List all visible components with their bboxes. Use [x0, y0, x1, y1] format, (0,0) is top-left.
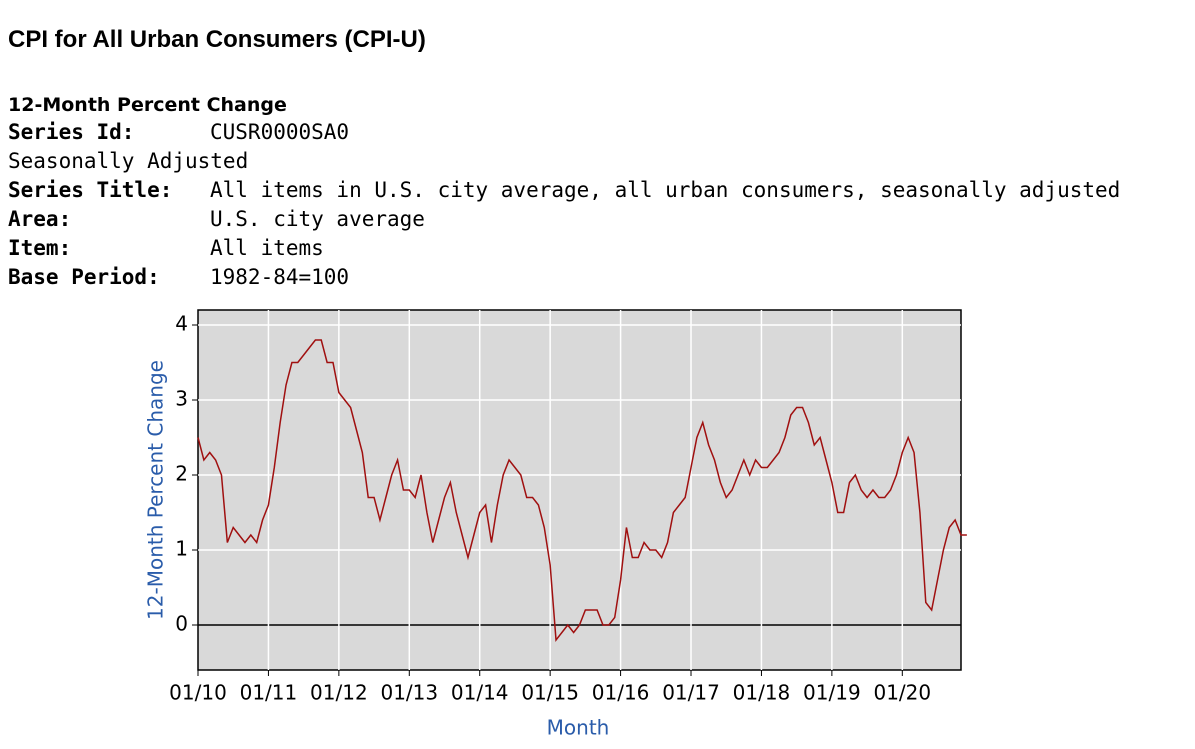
x-tick-label: 01/11 — [240, 681, 298, 705]
y-tick-label: 2 — [175, 462, 188, 486]
x-tick-label: 01/20 — [873, 681, 931, 705]
x-tick-label: 01/15 — [521, 681, 579, 705]
x-tick-label: 01/19 — [803, 681, 861, 705]
x-tick-label: 01/13 — [380, 681, 438, 705]
series-line — [197, 339, 967, 642]
field-text: Seasonally Adjusted — [8, 149, 249, 173]
x-tick-label: 01/12 — [310, 681, 368, 705]
x-axis-label: Month — [547, 716, 610, 740]
field-value: U.S. city average — [210, 207, 425, 231]
plot-area — [197, 309, 962, 671]
field-label: Item: — [8, 236, 72, 260]
field-row: Base Period: 1982-84=100 — [8, 263, 1120, 292]
field-value: 1982-84=100 — [210, 265, 350, 289]
title: CPI for All Urban Consumers (CPI-U) — [8, 26, 426, 53]
y-tick-label: 3 — [175, 387, 188, 411]
field-row: Item: All items — [8, 234, 1120, 263]
x-tick-label: 01/18 — [733, 681, 791, 705]
fields: Series Id: CUSR0000SA0 Seasonally Adjusted… — [8, 118, 1120, 292]
y-tick-label: 4 — [175, 312, 188, 336]
field-row: Area: U.S. city average — [8, 205, 1120, 234]
field-label: Series Id: — [8, 120, 135, 144]
x-tick-label: 01/16 — [592, 681, 650, 705]
field-value: All items in U.S. city average, all urba… — [210, 178, 1121, 202]
field-row: Series Id: CUSR0000SA0 — [8, 118, 1120, 147]
field-value: All items — [210, 236, 324, 260]
x-tick-label: 01/17 — [662, 681, 720, 705]
x-tick-label: 01/10 — [169, 681, 227, 705]
field-label: Series Title: — [8, 178, 173, 202]
y-tick-label: 1 — [175, 537, 188, 561]
y-axis-label: 12-Month Percent Change — [144, 360, 168, 620]
y-tick-label: 0 — [175, 612, 188, 636]
subtitle: 12-Month Percent Change — [8, 94, 287, 116]
field-value: CUSR0000SA0 — [210, 120, 350, 144]
header: CPI for All Urban Consumers (CPI-U) 12-M… — [8, 0, 1120, 292]
field-row: Seasonally Adjusted — [8, 147, 1120, 176]
field-label: Area: — [8, 207, 72, 231]
x-tick-label: 01/14 — [451, 681, 509, 705]
field-label: Base Period: — [8, 265, 160, 289]
field-row: Series Title: All items in U.S. city aver… — [8, 176, 1120, 205]
